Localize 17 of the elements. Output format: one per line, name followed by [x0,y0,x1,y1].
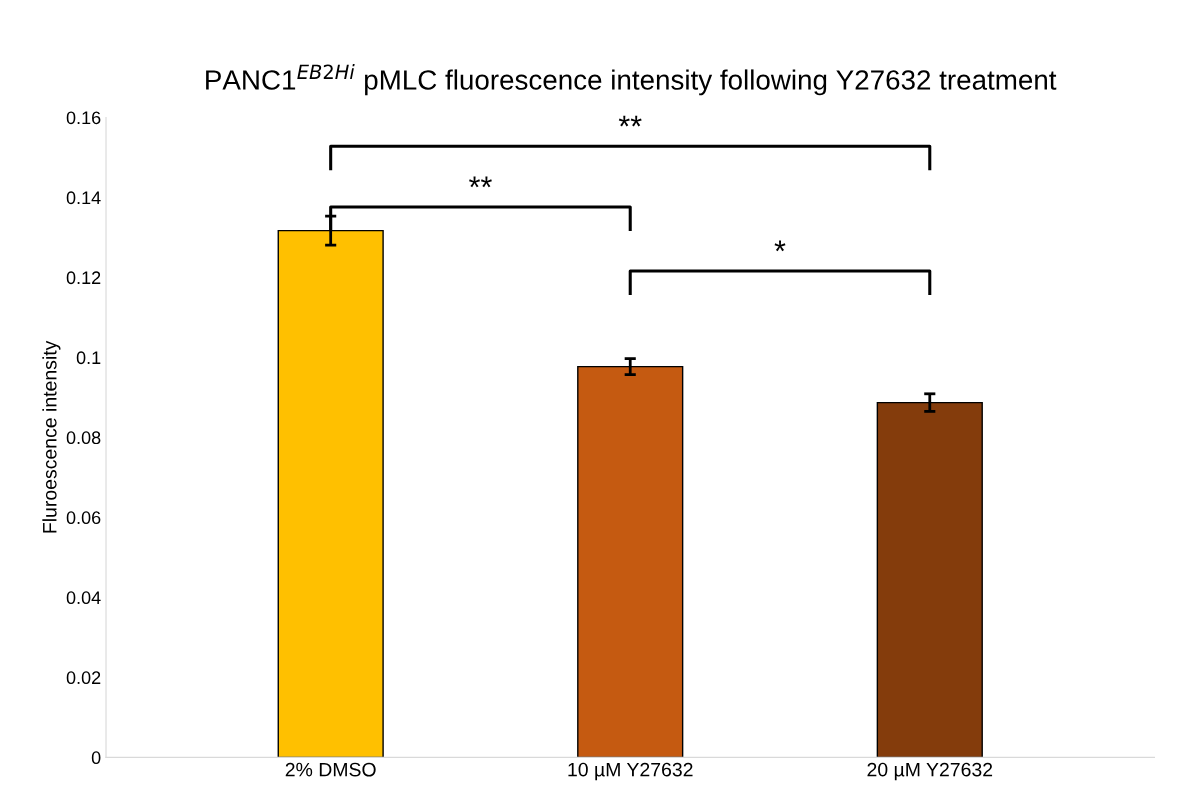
x-tick-label: 20 µM Y27632 [867,762,993,781]
annotation: * [774,240,786,252]
y-tick-label: 0.1 [76,351,101,365]
y-tick-label: 0.06 [66,511,101,525]
y-tick-label: 0.16 [66,111,101,125]
y-tick-label: 0 [91,751,101,765]
y-axis-title: Fluroescence intensity [42,340,61,533]
y-tick-label: 0.14 [66,191,101,205]
annotation: ** [618,115,642,127]
y-tick-label: 0.04 [66,591,101,605]
chart-title: PANC1$^{EB2Hi}$ pMLC fluorescence intensity following Y27632 treatment [206,64,1057,96]
y-tick-label: 0.02 [66,671,101,685]
x-tick-label: 2% DMSO [285,762,376,777]
y-tick-label: 0.12 [66,271,101,285]
x-tick-label: 10 µM Y27632 [568,762,693,781]
annotation: ** [469,176,492,188]
y-tick-label: 0.08 [66,431,101,445]
